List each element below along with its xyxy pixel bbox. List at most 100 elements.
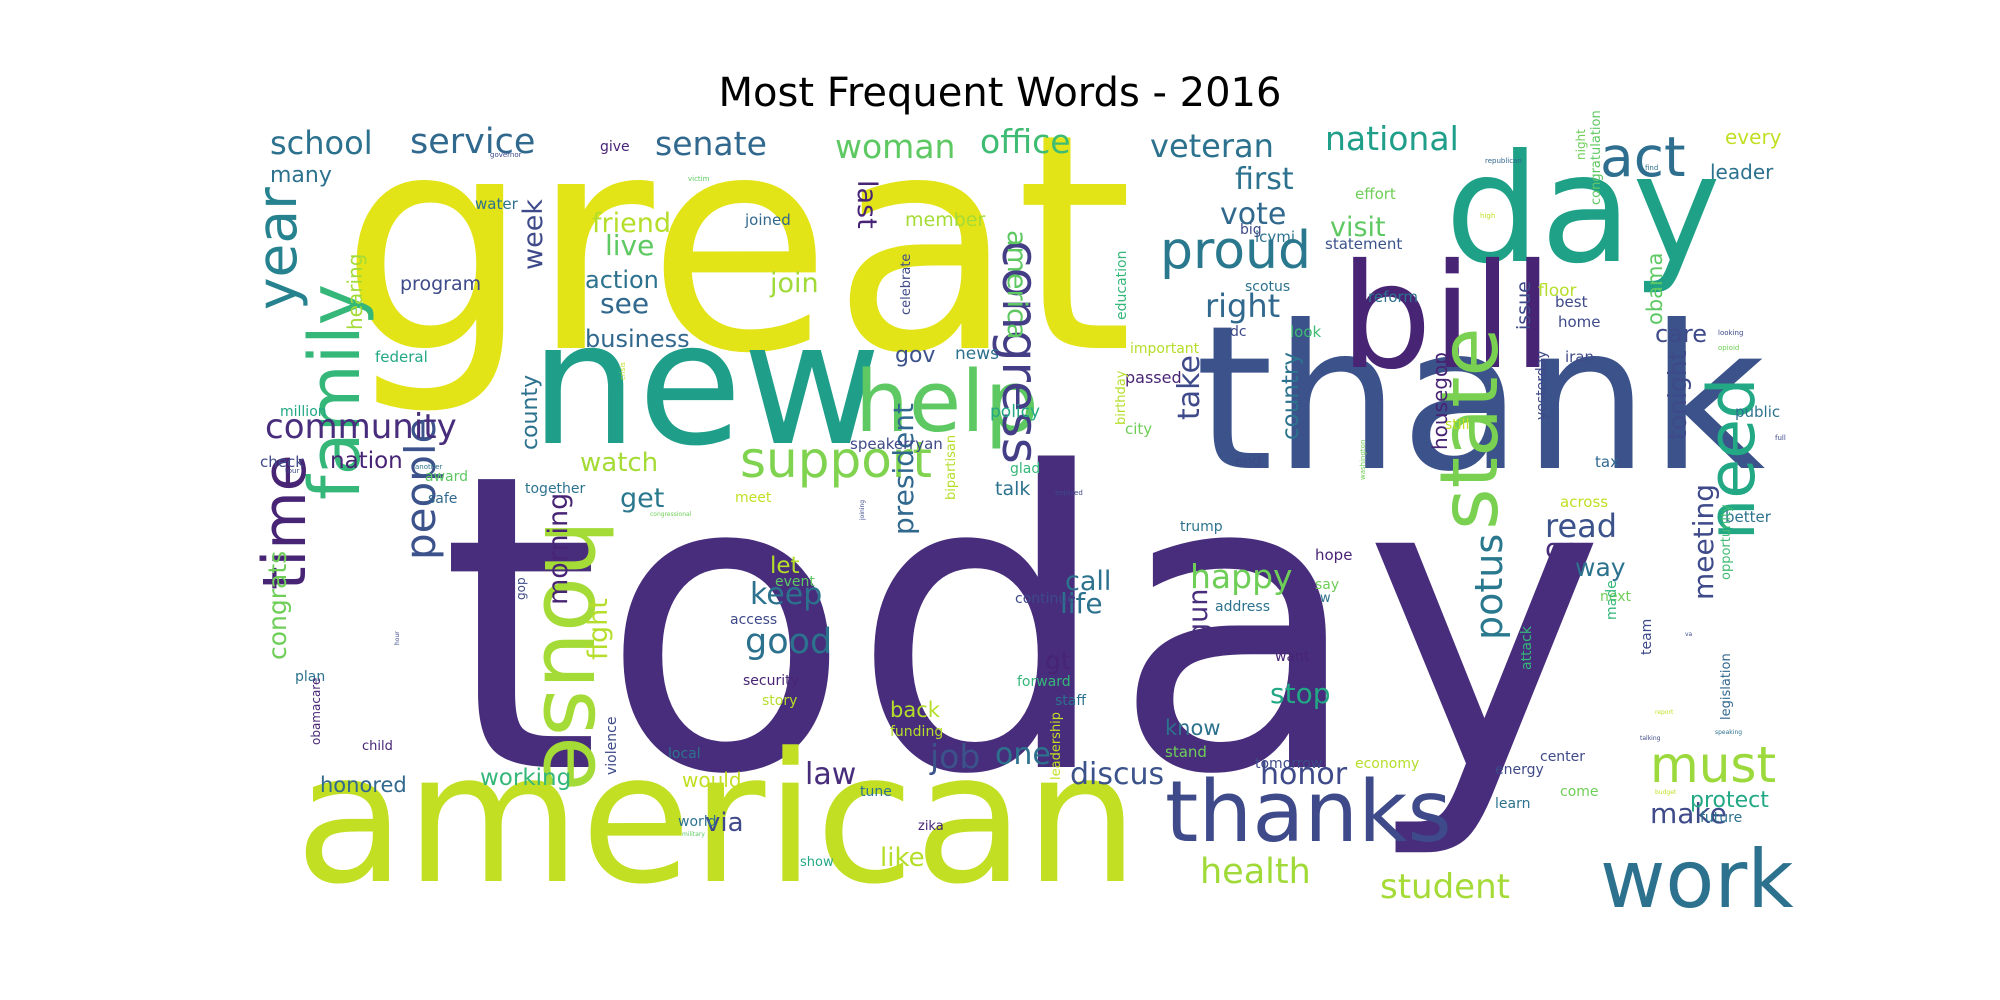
word-protect: protect	[1690, 788, 1769, 813]
word-leader: leader	[1710, 160, 1774, 184]
word-policy: policy	[990, 402, 1041, 422]
word-gop: gop	[514, 577, 528, 600]
word-home: home	[1558, 313, 1601, 331]
word-every: every	[1725, 125, 1782, 149]
word-law: law	[805, 757, 857, 792]
word-know: know	[1165, 716, 1221, 740]
word-action: action	[585, 266, 659, 294]
word-one: one	[995, 737, 1051, 772]
word-woman: woman	[835, 127, 956, 166]
word-meeting: meeting	[1687, 483, 1720, 600]
word-today: today	[440, 386, 1606, 864]
word-year: year	[245, 187, 309, 310]
word-passed: passed	[1125, 368, 1182, 387]
word-last: last	[851, 180, 882, 229]
word-meet: meet	[735, 490, 772, 506]
word-dc: dc	[1230, 324, 1247, 340]
word-budget: budget	[1655, 789, 1677, 796]
word-working: working	[480, 765, 572, 791]
word-icymi: icymi	[1255, 228, 1296, 246]
word-congrats: congrats	[263, 550, 292, 660]
word-gt: gt	[1045, 646, 1071, 675]
word-watch: watch	[580, 448, 659, 478]
word-washington: washington	[1359, 439, 1367, 480]
word-education: education	[1114, 250, 1130, 320]
word-joining: joining	[859, 499, 866, 520]
word-good: good	[745, 622, 833, 662]
word-check: check	[260, 453, 304, 471]
word-go: go	[1545, 532, 1580, 565]
word-across: across	[1560, 493, 1609, 511]
word-opioid: opioid	[1718, 344, 1740, 352]
word-va: va	[1685, 631, 1693, 638]
word-leadership: leadership	[1049, 711, 1064, 780]
word-city: city	[1125, 420, 1153, 438]
word-honor: honor	[1260, 757, 1348, 792]
word-see: see	[600, 287, 650, 320]
word-national: national	[1325, 119, 1459, 158]
word-continue: continue	[1015, 591, 1076, 607]
word-public: public	[1735, 403, 1781, 421]
word-right: right	[1205, 287, 1281, 325]
word-give: give	[600, 139, 630, 155]
word-friend: friend	[592, 208, 671, 239]
word-team: team	[1639, 618, 1655, 655]
word-health: health	[1200, 852, 1311, 892]
word-violence: violence	[604, 716, 620, 775]
word-effort: effort	[1355, 185, 1396, 203]
word-access: access	[730, 612, 778, 628]
word-high: high	[1480, 212, 1496, 220]
word-obama: obama	[1643, 252, 1667, 325]
word-veteran: veteran	[1150, 127, 1274, 165]
word-reform: reform	[1368, 288, 1419, 306]
word-act: act	[1600, 125, 1686, 189]
word-business: business	[585, 325, 690, 353]
word-federal: federal	[375, 348, 428, 366]
word-gov: gov	[895, 343, 936, 368]
word-joined: joined	[745, 211, 791, 229]
word-show: show	[800, 855, 834, 870]
word-gun: gun	[1183, 588, 1214, 640]
word-learn: learn	[1495, 796, 1531, 812]
word-support: support	[740, 431, 932, 489]
word-tax: tax	[1595, 453, 1619, 471]
word-trump: trump	[1180, 519, 1223, 535]
word-country: country	[1278, 352, 1304, 440]
word-bipartisan: bipartisan	[944, 434, 959, 500]
word-tomorrow: tomorrow	[1255, 756, 1323, 772]
word-republican: republican	[1485, 157, 1522, 165]
word-floor: floor	[1538, 281, 1577, 301]
word-enjoyed: enjoyed	[1055, 489, 1083, 497]
word-student: student	[1380, 867, 1510, 907]
word-call: call	[1065, 566, 1112, 597]
word-nation: nation	[330, 448, 403, 474]
word-help: help	[855, 353, 1039, 452]
word-life: life	[1060, 587, 1103, 620]
word-thank: thank	[1195, 283, 1766, 516]
word-visit: visit	[1330, 212, 1386, 243]
word-obamacare: obamacare	[309, 677, 323, 745]
word-vote: vote	[1220, 197, 1287, 232]
word-work: work	[1600, 833, 1794, 926]
word-new: new	[530, 286, 882, 484]
word-world: world	[678, 814, 717, 830]
word-report: report	[1655, 709, 1674, 716]
word-hope: hope	[1315, 546, 1353, 564]
word-plan: plan	[295, 669, 326, 685]
word-happy: happy	[1190, 557, 1293, 596]
word-want: want	[1275, 649, 1310, 665]
word-next: next	[1600, 589, 1632, 605]
word-iran: iran	[1565, 348, 1595, 366]
word-week: week	[518, 199, 549, 270]
word-scotus: scotus	[1245, 279, 1291, 295]
word-let: let	[770, 553, 800, 579]
word-another: another	[415, 463, 443, 471]
word-funding: funding	[890, 724, 944, 740]
word-would: would	[682, 768, 742, 792]
word-potus: potus	[1467, 533, 1511, 640]
word-energy: energy	[1495, 762, 1544, 778]
word-county: county	[518, 374, 543, 450]
word-fight: fight	[583, 598, 614, 660]
word-bill: bill	[1340, 233, 1553, 402]
word-safe: safe	[428, 491, 458, 507]
